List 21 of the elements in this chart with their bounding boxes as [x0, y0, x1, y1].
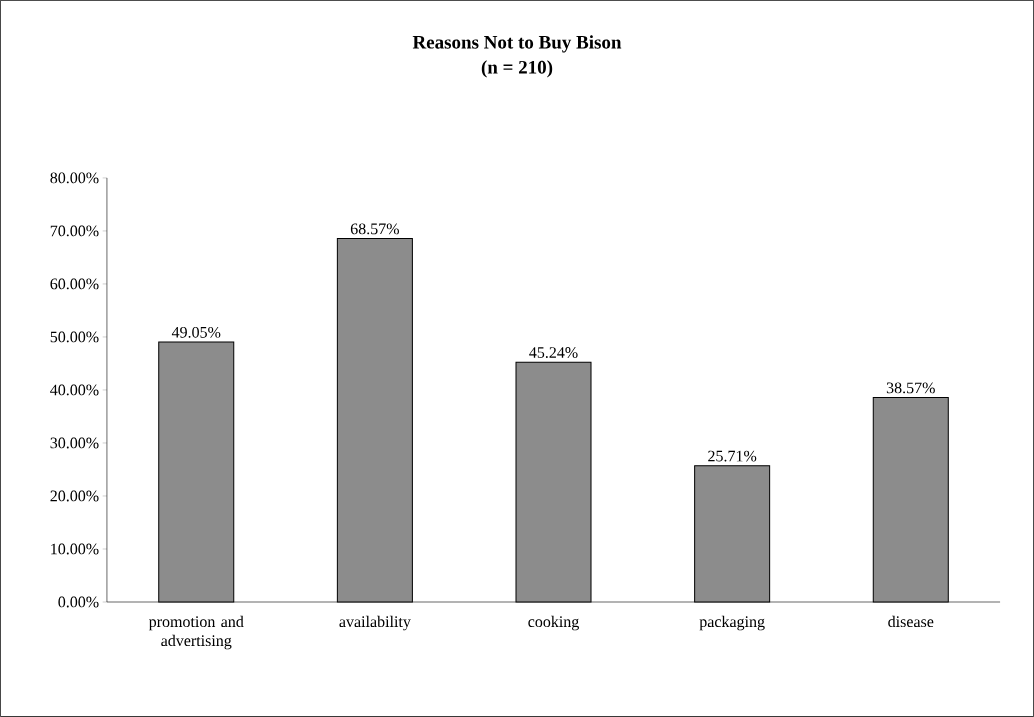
- y-tick-label: 10.00%: [51, 543, 99, 555]
- chart-title: Reasons Not to Buy Bison: [412, 35, 622, 53]
- y-tick-label: 40.00%: [50, 384, 99, 396]
- y-tick-label: 0.00%: [58, 596, 99, 608]
- y-tick-label: 60.00%: [50, 278, 99, 290]
- data-label: 49.05%: [171, 326, 221, 338]
- x-tick-label: packaging: [699, 615, 765, 631]
- chart-subtitle: (n = 210): [481, 60, 553, 78]
- y-tick-label: 30.00%: [50, 437, 99, 449]
- y-tick-label: 20.00%: [50, 490, 99, 502]
- data-label: 25.71%: [708, 450, 757, 462]
- y-tick-label: 80.00%: [50, 172, 99, 184]
- y-tick-label: 50.00%: [50, 331, 99, 343]
- x-tick-label: disease: [888, 615, 934, 628]
- x-tick-label: promotion and advertising: [148, 615, 244, 650]
- data-label: 45.24%: [529, 347, 578, 359]
- x-tick-label: availability: [339, 615, 411, 631]
- y-tick-label: 70.00%: [50, 225, 99, 237]
- data-label: 68.57%: [350, 223, 399, 235]
- x-tick-label: cooking: [528, 615, 579, 631]
- data-label: 38.57%: [886, 382, 935, 394]
